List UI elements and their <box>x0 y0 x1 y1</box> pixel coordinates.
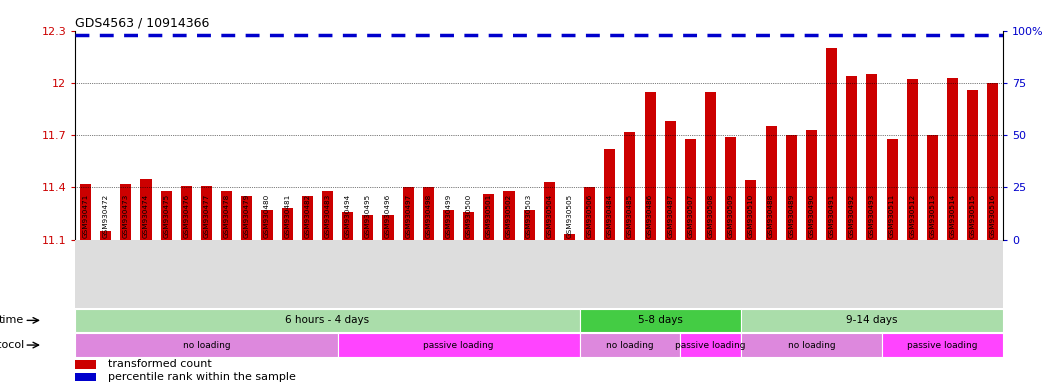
Bar <box>806 130 817 240</box>
Bar <box>463 212 474 240</box>
Bar <box>564 234 575 240</box>
Bar <box>705 92 716 240</box>
Bar <box>423 187 433 240</box>
Text: 9-14 days: 9-14 days <box>846 315 897 325</box>
Bar <box>604 149 616 240</box>
Bar <box>75 360 95 369</box>
Bar <box>524 210 535 240</box>
Bar <box>745 180 757 240</box>
Bar <box>342 212 353 240</box>
Bar <box>75 373 95 381</box>
Bar <box>907 79 918 240</box>
Bar <box>543 182 555 240</box>
Bar <box>741 333 882 357</box>
Bar <box>681 333 741 357</box>
Text: no loading: no loading <box>182 341 230 349</box>
Bar <box>241 196 252 240</box>
Text: 5-8 days: 5-8 days <box>638 315 683 325</box>
Bar <box>181 186 192 240</box>
Text: protocol: protocol <box>0 340 24 350</box>
Bar <box>867 74 877 240</box>
Bar <box>580 333 681 357</box>
Bar <box>967 90 978 240</box>
Bar <box>201 186 211 240</box>
Text: GDS4563 / 10914366: GDS4563 / 10914366 <box>75 17 209 30</box>
Bar <box>948 78 958 240</box>
Text: no loading: no loading <box>606 341 653 349</box>
Text: transformed count: transformed count <box>108 359 211 369</box>
Bar <box>826 48 838 240</box>
Bar <box>403 187 414 240</box>
Text: passive loading: passive loading <box>908 341 978 349</box>
Bar <box>337 333 580 357</box>
Bar <box>282 208 293 240</box>
Bar <box>741 308 1003 332</box>
Bar <box>887 139 897 240</box>
Bar <box>726 137 736 240</box>
Bar <box>584 187 595 240</box>
Text: passive loading: passive loading <box>675 341 745 349</box>
Bar <box>580 308 741 332</box>
Bar <box>120 184 131 240</box>
Bar <box>765 126 777 240</box>
Text: no loading: no loading <box>787 341 836 349</box>
Bar <box>927 135 938 240</box>
Bar <box>624 132 636 240</box>
Bar <box>262 210 272 240</box>
Bar <box>785 135 797 240</box>
Bar <box>75 308 580 332</box>
Bar <box>665 121 675 240</box>
Bar <box>75 333 337 357</box>
Bar <box>846 76 857 240</box>
Bar <box>987 83 999 240</box>
Bar <box>80 184 91 240</box>
Bar <box>140 179 152 240</box>
Bar <box>362 215 374 240</box>
Text: percentile rank within the sample: percentile rank within the sample <box>108 372 295 382</box>
Bar <box>504 191 514 240</box>
Text: passive loading: passive loading <box>423 341 494 349</box>
Bar <box>302 196 313 240</box>
Bar <box>484 194 494 240</box>
Bar <box>382 215 394 240</box>
Text: 6 hours - 4 days: 6 hours - 4 days <box>286 315 370 325</box>
Bar <box>443 210 454 240</box>
Bar <box>645 92 655 240</box>
Text: time: time <box>0 315 24 325</box>
Bar <box>321 191 333 240</box>
Bar <box>685 139 696 240</box>
Bar <box>221 191 232 240</box>
Bar <box>160 191 172 240</box>
Bar <box>882 333 1003 357</box>
Bar <box>101 231 111 240</box>
